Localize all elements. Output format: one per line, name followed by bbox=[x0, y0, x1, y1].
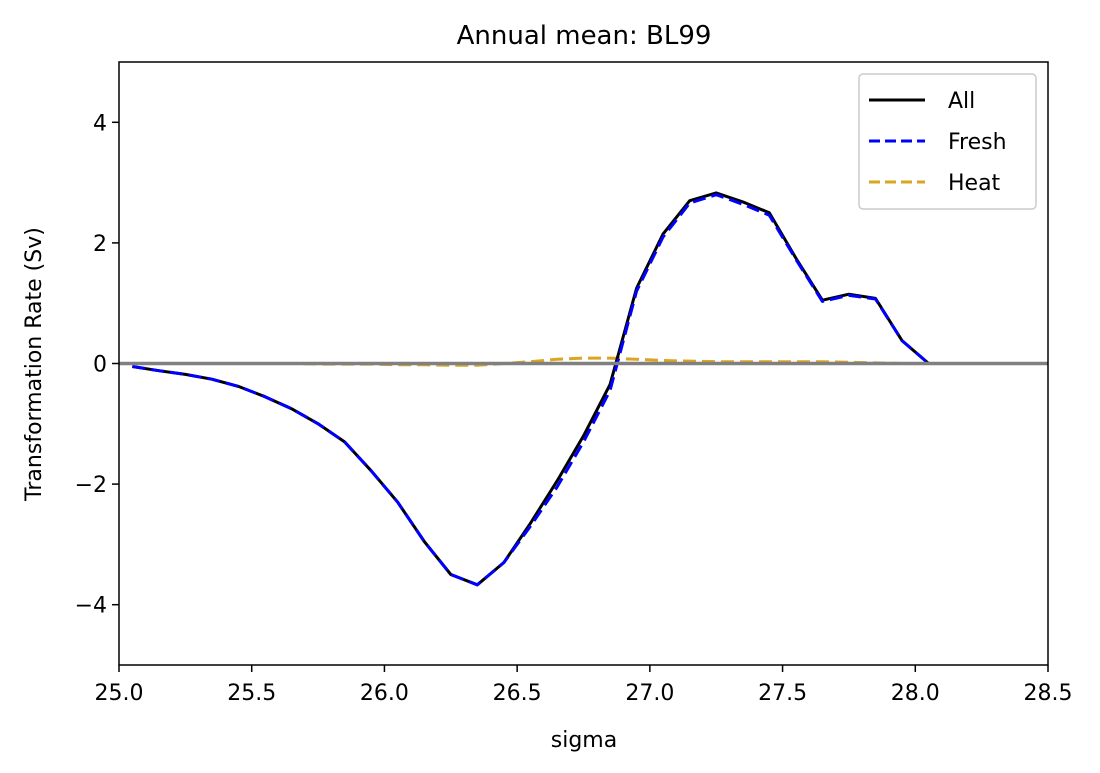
y-tick-label: −4 bbox=[75, 594, 107, 619]
chart-title: Annual mean: BL99 bbox=[457, 21, 712, 51]
x-tick-label: 26.5 bbox=[493, 681, 542, 706]
x-tick-label: 26.0 bbox=[360, 681, 409, 706]
x-tick-label: 27.5 bbox=[758, 681, 807, 706]
x-axis: 25.0 25.5 26.0 26.5 27.0 27.5 28.0 28.5 bbox=[95, 665, 1073, 706]
x-tick-label: 27.0 bbox=[625, 681, 674, 706]
series-line-all bbox=[132, 191, 1035, 587]
y-tick-label: 4 bbox=[93, 111, 107, 136]
series-line-fresh bbox=[132, 193, 1035, 587]
y-axis-label: Transformation Rate (Sv) bbox=[22, 227, 47, 502]
x-axis-label: sigma bbox=[551, 728, 617, 753]
legend-label-all: All bbox=[948, 89, 975, 114]
y-tick-label: 0 bbox=[93, 353, 107, 378]
legend-label-heat: Heat bbox=[948, 171, 1001, 196]
x-tick-label: 28.0 bbox=[891, 681, 940, 706]
legend-box bbox=[858, 73, 1037, 210]
y-tick-label: 2 bbox=[93, 232, 107, 257]
y-axis: −4 −2 0 2 4 bbox=[75, 111, 119, 619]
legend: All Fresh Heat bbox=[858, 73, 1037, 210]
x-tick-label: 25.0 bbox=[95, 681, 144, 706]
x-tick-label: 28.5 bbox=[1024, 681, 1073, 706]
x-tick-label: 25.5 bbox=[227, 681, 276, 706]
y-tick-label: −2 bbox=[75, 473, 107, 498]
legend-label-fresh: Fresh bbox=[948, 130, 1007, 155]
series-layer bbox=[119, 191, 1048, 587]
